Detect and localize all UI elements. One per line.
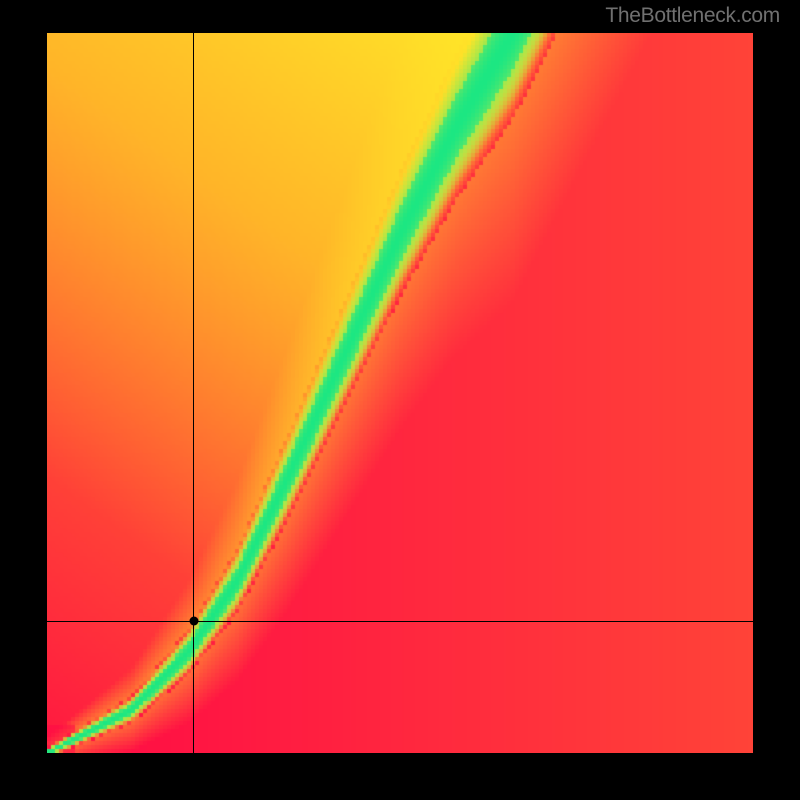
bottleneck-heatmap [47, 33, 753, 753]
crosshair-horizontal-line [47, 621, 753, 622]
heatmap-plot-area [47, 33, 753, 753]
crosshair-vertical-line [193, 33, 194, 753]
crosshair-marker-dot [189, 617, 198, 626]
watermark-label: TheBottleneck.com [605, 4, 780, 28]
